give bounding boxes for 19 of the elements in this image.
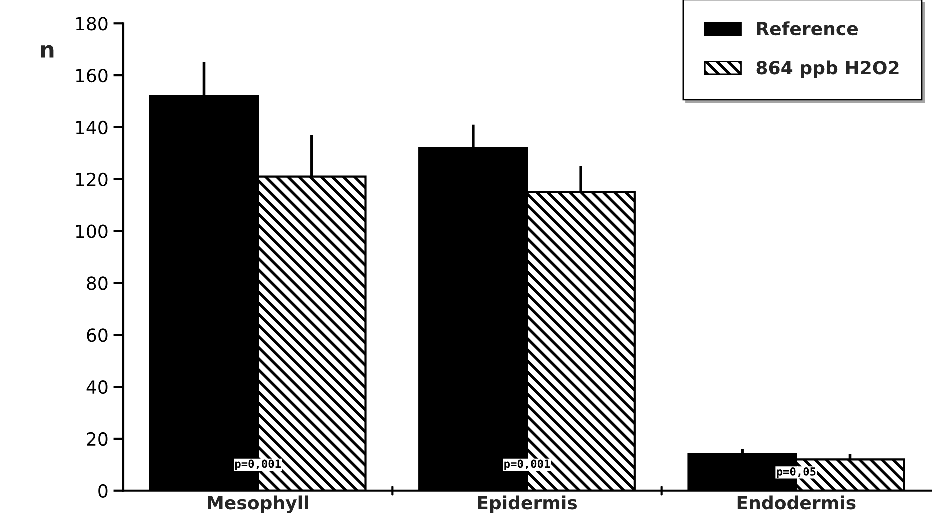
y-axis-title: n (41, 45, 54, 58)
legend-label: 864 ppb H2O2 (756, 60, 899, 78)
x-tick-label: Mesophyll (208, 496, 308, 514)
x-tick-label: Epidermis (478, 496, 578, 514)
y-tick-label: 20 (87, 432, 108, 446)
annotation: p=0,001 (235, 460, 281, 470)
y-tick-label: 40 (86, 380, 108, 394)
y-tick-label: 140 (76, 120, 108, 135)
y-tick-label: 180 (76, 17, 108, 31)
legend-label: Reference (757, 22, 858, 36)
y-tick-label: 0 (98, 484, 108, 498)
x-tick-label: Endodermis (738, 496, 856, 510)
annotation: p=0,05 (777, 468, 816, 478)
y-tick-label: 120 (76, 172, 108, 186)
y-tick-label: 60 (87, 328, 108, 342)
annotation: p=0,001 (504, 460, 550, 470)
y-tick-label: 160 (76, 69, 108, 83)
y-tick-label: 100 (76, 224, 108, 238)
y-tick-label: 80 (87, 276, 108, 290)
